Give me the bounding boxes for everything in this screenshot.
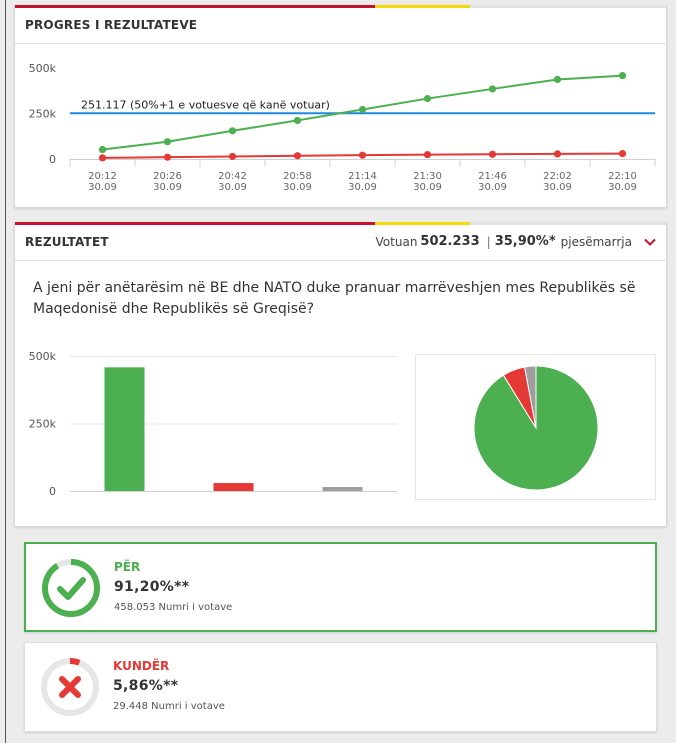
- progress-header: PROGRES I REZULTATEVE: [15, 6, 666, 44]
- y-tick-label: 250k: [29, 108, 57, 121]
- series-point: [358, 151, 367, 159]
- x-tick-time: 20:58: [283, 171, 312, 182]
- bar: [213, 483, 254, 491]
- results-header: REZULTATET Votuan 502.233 | 35,90%* pjes…: [15, 223, 666, 261]
- for-ring: [42, 559, 100, 617]
- series-point: [293, 152, 302, 160]
- series-point: [98, 154, 107, 162]
- for-progress-arc: [42, 559, 100, 617]
- x-tick-date: 30.09: [413, 182, 442, 193]
- turnout-label: pjesëmarrja: [560, 234, 632, 249]
- referendum-question: A jeni për anëtarësim në BE dhe NATO duk…: [33, 280, 636, 317]
- for-percent: 91,20%**: [114, 579, 190, 595]
- series-point: [618, 150, 627, 158]
- against-label: KUNDËR: [113, 659, 170, 673]
- x-tick-date: 30.09: [218, 182, 247, 193]
- against-progress-arc: [41, 658, 99, 716]
- series-point: [488, 85, 497, 93]
- x-tick-time: 22:10: [608, 171, 637, 182]
- y-tick-label: 0: [49, 153, 56, 166]
- threshold-label: 251.117 (50%+1 e votuesve që kanë votuar…: [81, 98, 330, 111]
- card-against[interactable]: KUNDËR 5,86%** 29.448 Numri i votave: [24, 642, 657, 732]
- voted-count: 502.233: [420, 234, 480, 249]
- against-ring: [41, 658, 99, 716]
- chevron-down-icon[interactable]: [644, 235, 656, 249]
- series-point: [228, 152, 237, 161]
- x-tick-date: 30.09: [478, 182, 507, 193]
- series-point: [488, 150, 497, 158]
- x-tick-date: 30.09: [348, 182, 377, 193]
- y-tick-label: 250k: [29, 418, 57, 431]
- turnout-summary: Votuan 502.233 | 35,90%* pjesëmarrja: [376, 234, 656, 249]
- brand-stripe: [15, 222, 666, 225]
- card-for[interactable]: PËR 91,20%** 458.053 Numri i votave: [24, 542, 657, 632]
- x-tick-date: 30.09: [283, 182, 312, 193]
- results-title: REZULTATET: [25, 234, 109, 249]
- x-tick-time: 21:14: [348, 171, 377, 182]
- frame-border: [5, 0, 6, 743]
- series-point: [228, 127, 237, 135]
- x-tick-date: 30.09: [608, 182, 637, 193]
- progress-line-chart: 0250k500k20:1230.0920:2630.0920:4230.092…: [29, 62, 656, 193]
- series-point: [423, 94, 432, 103]
- series-point: [553, 75, 562, 84]
- check-icon: [57, 577, 86, 600]
- turnout-pct: 35,90%*: [494, 234, 556, 249]
- series-point: [163, 138, 172, 146]
- x-tick-time: 20:12: [88, 171, 117, 182]
- series-point: [293, 116, 302, 125]
- series-point: [98, 145, 107, 154]
- for-votes: 458.053 Numri i votave: [114, 602, 233, 613]
- separator: |: [486, 234, 491, 249]
- x-tick-date: 30.09: [153, 182, 182, 193]
- x-tick-time: 20:42: [218, 171, 247, 182]
- voted-label: Votuan: [375, 234, 418, 249]
- results-pie-chart: [473, 365, 599, 491]
- x-tick-time: 21:30: [413, 171, 442, 182]
- against-percent: 5,86%**: [113, 678, 179, 694]
- x-tick-date: 30.09: [543, 182, 572, 193]
- x-icon: [59, 676, 81, 698]
- brand-stripe: [15, 5, 666, 8]
- for-label: PËR: [114, 560, 141, 574]
- results-bar-chart: 0 250k 500k: [29, 350, 397, 498]
- series-point: [553, 150, 562, 158]
- y-tick-label: 500k: [29, 350, 57, 363]
- pie-chart-box: [415, 354, 656, 500]
- bar: [322, 487, 363, 491]
- series-point: [358, 105, 367, 114]
- pie-slice: [524, 365, 537, 429]
- x-tick-time: 20:26: [153, 171, 182, 182]
- bar: [104, 367, 145, 491]
- x-tick-date: 30.09: [88, 182, 117, 193]
- series-point: [423, 151, 432, 159]
- results-panel: REZULTATET Votuan 502.233 | 35,90%* pjes…: [14, 222, 667, 527]
- progress-title: PROGRES I REZULTATEVE: [25, 17, 198, 32]
- series-point: [163, 153, 172, 161]
- series-point: [618, 72, 627, 80]
- y-tick-label: 0: [49, 485, 56, 498]
- y-tick-label: 500k: [29, 62, 57, 75]
- x-tick-time: 21:46: [478, 171, 507, 182]
- x-tick-time: 22:02: [543, 171, 572, 182]
- against-votes: 29.448 Numri i votave: [113, 701, 225, 712]
- progress-panel: PROGRES I REZULTATEVE 0 250k 500k 20:12 30.0…: [14, 5, 667, 208]
